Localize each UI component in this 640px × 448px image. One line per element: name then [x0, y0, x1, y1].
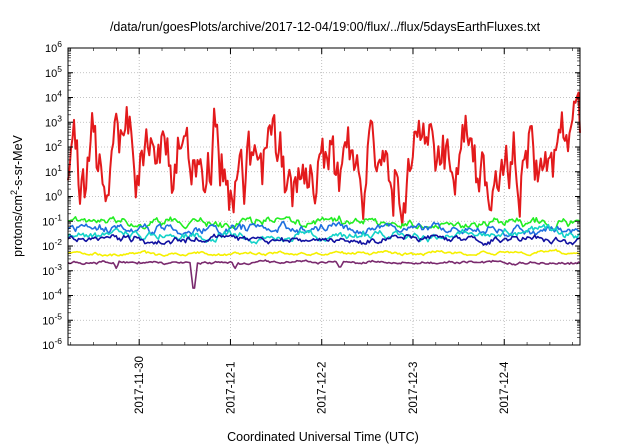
y-tick-base: 10 [42, 315, 54, 327]
y-tick-exponent: -6 [54, 336, 62, 346]
y-tick-base: 10 [42, 266, 54, 278]
y-tick-base: 10 [45, 68, 57, 80]
y-axis-label: protons/cm2-s-sr-MeV [9, 134, 25, 256]
y-tick-exponent: -2 [54, 237, 62, 247]
y-tick-exponent: 3 [57, 113, 62, 123]
series-line-1 [67, 91, 581, 227]
y-tick-exponent: -1 [54, 212, 62, 222]
series-group [67, 91, 581, 289]
y-tick-label: 105 [45, 64, 62, 80]
y-tick-base: 10 [45, 142, 57, 154]
y-tick-exponent: 4 [57, 89, 62, 99]
y-tick-exponent: -3 [54, 262, 62, 272]
y-tick-label: 10-6 [42, 336, 62, 352]
y-tick-label: 104 [45, 89, 62, 105]
y-tick-base: 10 [45, 192, 57, 204]
series-line-2 [67, 215, 581, 231]
x-tick-label: 2017-12-4 [499, 361, 511, 414]
y-tick-label: 10-1 [42, 212, 62, 228]
y-tick-base: 10 [42, 241, 54, 253]
chart-title: /data/run/goesPlots/archive/2017-12-04/1… [110, 20, 541, 34]
y-tick-label: 101 [45, 163, 62, 179]
y-tick-exponent: 5 [57, 64, 62, 74]
y-tick-base: 10 [45, 167, 57, 179]
y-axis-ticks: 10-610-510-410-310-210-11001011021031041… [42, 39, 580, 352]
y-axis-label-main: protons/cm [11, 195, 25, 257]
y-tick-exponent: -4 [54, 287, 62, 297]
series-line-6 [67, 248, 581, 257]
y-tick-label: 106 [45, 39, 62, 55]
y-tick-base: 10 [45, 43, 57, 55]
y-axis-label-rest: -s-sr-MeV [11, 134, 25, 190]
grid-lines [68, 48, 580, 345]
x-tick-label: 2017-12-2 [317, 362, 329, 414]
y-tick-label: 10-2 [42, 237, 62, 253]
series-line-7 [67, 259, 581, 289]
y-tick-exponent: 0 [57, 188, 62, 198]
y-tick-label: 10-4 [42, 287, 62, 303]
y-tick-base: 10 [42, 216, 54, 228]
y-tick-label: 103 [45, 113, 62, 129]
y-tick-exponent: 2 [57, 138, 62, 148]
y-axis-label-exponent: 2 [9, 190, 19, 195]
y-tick-base: 10 [42, 340, 54, 352]
y-tick-base: 10 [45, 117, 57, 129]
x-tick-label: 2017-12-3 [408, 362, 420, 414]
x-tick-label: 2017-12-1 [225, 362, 237, 414]
y-tick-exponent: 6 [57, 39, 62, 49]
x-axis-label: Coordinated Universal Time (UTC) [227, 430, 419, 444]
x-tick-label: 2017-11-30 [134, 356, 146, 414]
y-tick-label: 10-5 [42, 311, 62, 327]
series-line-3 [67, 220, 581, 238]
y-tick-label: 10-3 [42, 262, 62, 278]
x-axis-ticks: 2017-11-30 2017-12-1 2017-12-2 2017-12-3 201… [70, 48, 573, 414]
y-tick-exponent: -5 [54, 311, 62, 321]
y-tick-label: 102 [45, 138, 62, 154]
y-tick-base: 10 [42, 291, 54, 303]
y-tick-exponent: 1 [57, 163, 62, 173]
y-tick-label: 100 [45, 188, 62, 204]
series-line-5 [67, 233, 581, 246]
y-tick-base: 10 [45, 93, 57, 105]
